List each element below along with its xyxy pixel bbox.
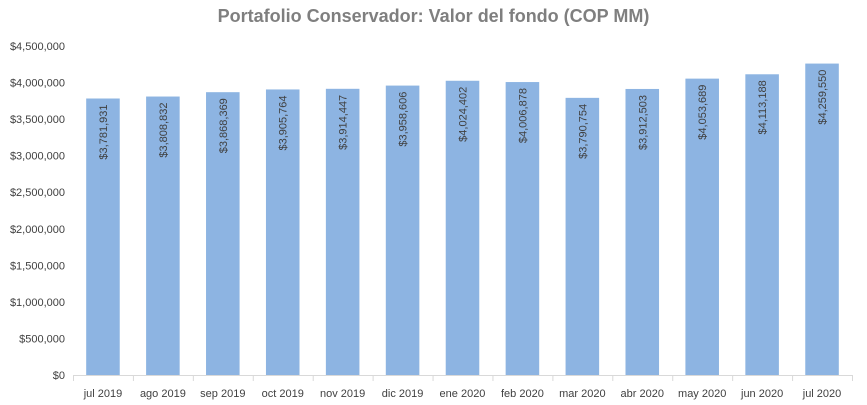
bar[interactable] bbox=[685, 78, 719, 375]
y-tick-label: $2,000,000 bbox=[10, 224, 65, 236]
bar[interactable] bbox=[745, 74, 779, 375]
bar[interactable] bbox=[265, 89, 300, 375]
y-tick-label: $3,000,000 bbox=[10, 151, 65, 163]
x-tick-label: ene 2020 bbox=[440, 388, 486, 400]
bar[interactable] bbox=[385, 85, 420, 376]
x-tick-label: nov 2019 bbox=[320, 388, 365, 400]
bar[interactable] bbox=[86, 98, 120, 375]
bar-data-label: $3,781,931 bbox=[98, 104, 110, 159]
x-tick-label: mar 2020 bbox=[559, 388, 605, 400]
y-tick-label: $4,000,000 bbox=[10, 78, 65, 90]
bar[interactable] bbox=[206, 92, 240, 375]
y-tick-label: $3,500,000 bbox=[10, 114, 65, 126]
x-tick-label: abr 2020 bbox=[621, 388, 664, 400]
bar[interactable] bbox=[146, 96, 180, 376]
bar[interactable] bbox=[625, 88, 660, 375]
y-tick-label: $2,500,000 bbox=[10, 187, 65, 199]
bar-data-label: $3,905,764 bbox=[278, 95, 290, 150]
x-tick-label: jun 2020 bbox=[740, 388, 783, 400]
y-tick-label: $1,500,000 bbox=[10, 260, 65, 272]
y-tick-label: $4,500,000 bbox=[10, 41, 65, 53]
bar[interactable] bbox=[445, 80, 480, 376]
bar-data-label: $4,006,878 bbox=[517, 88, 529, 143]
bar-data-label: $4,259,550 bbox=[817, 70, 829, 125]
x-tick-label: may 2020 bbox=[678, 388, 726, 400]
y-tick-label: $0 bbox=[53, 370, 65, 382]
y-tick-label: $500,000 bbox=[19, 333, 65, 345]
bar-data-label: $4,053,689 bbox=[697, 85, 709, 140]
bar-data-label: $3,914,447 bbox=[338, 95, 350, 150]
x-tick-label: jul 2020 bbox=[802, 388, 842, 400]
x-tick-label: jul 2019 bbox=[83, 388, 123, 400]
bar[interactable] bbox=[505, 82, 540, 375]
bar[interactable] bbox=[805, 63, 839, 376]
bar-data-label: $4,113,188 bbox=[757, 80, 769, 134]
bar[interactable] bbox=[325, 88, 360, 376]
chart-title: Portafolio Conservador: Valor del fondo … bbox=[217, 6, 650, 26]
bar-data-label: $3,958,606 bbox=[398, 92, 410, 147]
x-tick-label: ago 2019 bbox=[140, 388, 186, 400]
bar-data-label: $3,912,503 bbox=[637, 95, 649, 150]
x-tick-label: oct 2019 bbox=[262, 388, 304, 400]
bar[interactable] bbox=[565, 97, 600, 375]
x-tick-label: sep 2019 bbox=[200, 388, 245, 400]
bar-data-label: $3,790,754 bbox=[577, 104, 589, 159]
x-tick-label: feb 2020 bbox=[501, 388, 544, 400]
x-tick-label: dic 2019 bbox=[382, 388, 424, 400]
y-tick-label: $1,000,000 bbox=[10, 297, 65, 309]
bar-data-label: $3,868,369 bbox=[218, 98, 230, 153]
bar-data-label: $4,024,402 bbox=[458, 87, 470, 142]
bar-data-label: $3,808,832 bbox=[158, 103, 170, 158]
